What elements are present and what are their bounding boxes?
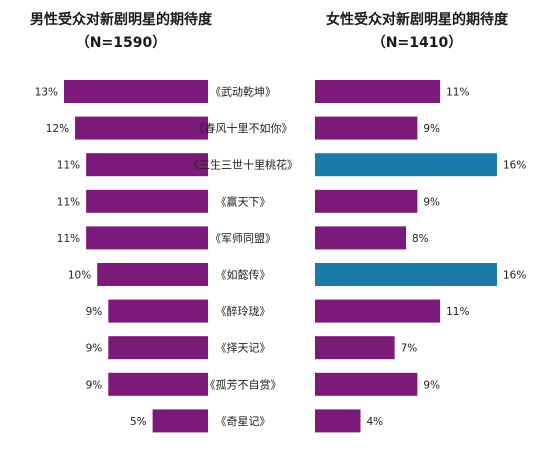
female-bar xyxy=(315,372,418,396)
female-panel-title: 女性受众对新剧明星的期待度 xyxy=(326,11,509,28)
male-value-label: 12% xyxy=(46,123,69,135)
female-value-label: 11% xyxy=(446,306,469,318)
male-value-label: 9% xyxy=(86,379,103,391)
category-label: 《三生三世十里桃花》 xyxy=(188,158,298,172)
category-label: 《醉玲珑》 xyxy=(216,304,271,318)
male-bar xyxy=(75,116,208,140)
female-value-label: 9% xyxy=(423,196,440,208)
category-label: 《春风十里不如你》 xyxy=(194,121,293,135)
male-bar xyxy=(108,372,208,396)
female-value-label: 9% xyxy=(423,123,440,135)
male-bar xyxy=(86,226,208,250)
category-label: 《军师同盟》 xyxy=(210,232,276,245)
female-bar xyxy=(315,80,441,103)
female-value-label: 8% xyxy=(412,233,429,245)
female-bar xyxy=(315,299,441,323)
male-bar xyxy=(108,336,208,360)
category-label: 《如懿传》 xyxy=(216,268,271,282)
female-value-label: 16% xyxy=(503,160,526,172)
male-bar xyxy=(108,299,208,323)
category-label: 《武动乾坤》 xyxy=(210,85,276,99)
male-value-label: 9% xyxy=(86,343,103,355)
female-value-label: 11% xyxy=(446,87,469,99)
female-bar xyxy=(315,336,395,360)
female-bar xyxy=(315,153,497,177)
female-bar xyxy=(315,226,406,250)
female-value-label: 7% xyxy=(401,343,418,355)
female-panel-subtitle: （N=1410） xyxy=(372,35,462,51)
female-bar xyxy=(315,116,418,140)
category-label: 《择天记》 xyxy=(216,341,271,355)
male-value-label: 11% xyxy=(57,233,80,245)
male-value-label: 5% xyxy=(130,416,147,428)
male-value-label: 13% xyxy=(35,87,58,99)
male-value-label: 11% xyxy=(57,196,80,208)
category-label: 《孤芳不自赏》 xyxy=(205,377,282,391)
category-label: 《奇星记》 xyxy=(216,415,271,428)
male-value-label: 9% xyxy=(86,306,103,318)
male-bar xyxy=(64,80,208,103)
female-value-label: 9% xyxy=(423,379,440,391)
female-value-label: 16% xyxy=(503,270,526,282)
female-value-label: 4% xyxy=(367,416,384,428)
female-bar xyxy=(315,189,418,213)
male-bar xyxy=(97,263,208,286)
male-panel-subtitle: （N=1590） xyxy=(76,35,166,51)
female-bar xyxy=(315,263,497,286)
male-bar xyxy=(152,409,208,433)
male-bar xyxy=(86,189,208,213)
male-bar xyxy=(86,153,208,177)
male-value-label: 11% xyxy=(57,160,80,172)
female-bar xyxy=(315,409,361,433)
male-panel-title: 男性受众对新剧明星的期待度 xyxy=(30,11,213,28)
category-label: 《赢天下》 xyxy=(216,194,271,208)
male-value-label: 10% xyxy=(68,270,91,282)
